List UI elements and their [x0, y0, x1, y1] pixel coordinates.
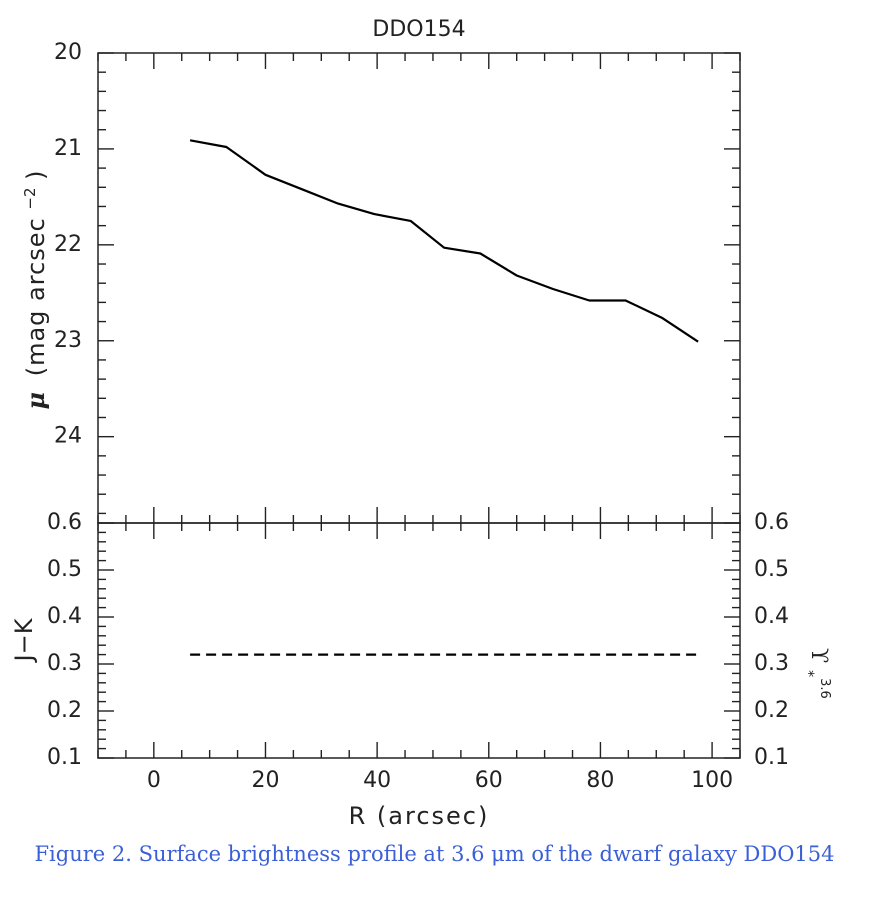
top-y-tick-label: 23	[54, 328, 82, 353]
bottom-y-tick-label: 0.5	[47, 557, 82, 582]
right-y-tick-label: 0.4	[754, 604, 789, 629]
x-tick-label: 20	[251, 768, 279, 793]
top-y-axis-label: μ (mag arcsec −2 )	[13, 170, 50, 409]
unit-exponent: −2	[21, 188, 39, 210]
x-axis-label: R (arcsec)	[349, 802, 490, 830]
unit-text: (mag arcsec	[22, 217, 50, 376]
data-layer	[189, 139, 699, 656]
axes-layer: 0 20 40 60 80 100 20 21 22 23 24 0.1 0.1 0.2 0.2 0.3 0.3…	[47, 40, 789, 793]
top-y-tick-label: 21	[54, 136, 82, 161]
top-y-tick-label: 20	[54, 40, 82, 65]
upsilon-subscript: *	[800, 670, 816, 677]
x-tick-label: 80	[586, 768, 614, 793]
x-tick-label: 100	[691, 768, 733, 793]
bottom-y-axis-label: J−K	[10, 617, 38, 663]
surface-brightness-line	[189, 139, 699, 343]
bottom-y-tick-label: 0.1	[47, 745, 82, 770]
right-y-tick-label: 0.1	[754, 745, 789, 770]
top-y-tick-label: 22	[54, 232, 82, 257]
bottom-y-tick-label: 0.2	[47, 698, 82, 723]
right-y-axis-label: ϒ * 3.6	[798, 648, 832, 699]
right-y-tick-label: 0.3	[754, 651, 789, 676]
x-tick-label: 40	[363, 768, 391, 793]
figure-caption: Figure 2. Surface brightness profile at …	[34, 842, 835, 866]
mu-symbol: μ	[21, 392, 50, 410]
chart-title: DDO154	[372, 17, 465, 42]
unit-close: )	[22, 170, 50, 179]
upsilon-symbol: ϒ	[806, 648, 831, 663]
right-y-tick-label: 0.5	[754, 557, 789, 582]
bottom-y-tick-label: 0.3	[47, 651, 82, 676]
top-panel-frame	[97, 52, 741, 524]
bottom-y-tick-label: 0.6	[47, 510, 82, 535]
bottom-y-tick-label: 0.4	[47, 604, 82, 629]
figure: 0 20 40 60 80 100 20 21 22 23 24 0.1 0.1 0.2 0.2 0.3 0.3…	[10, 17, 832, 830]
bottom-panel-frame	[97, 522, 741, 759]
x-tick-label: 0	[147, 768, 161, 793]
right-y-tick-label: 0.2	[754, 698, 789, 723]
x-tick-label: 60	[475, 768, 503, 793]
top-y-tick-label: 24	[54, 424, 82, 449]
upsilon-superscript: 3.6	[817, 678, 832, 699]
right-y-tick-label: 0.6	[754, 510, 789, 535]
